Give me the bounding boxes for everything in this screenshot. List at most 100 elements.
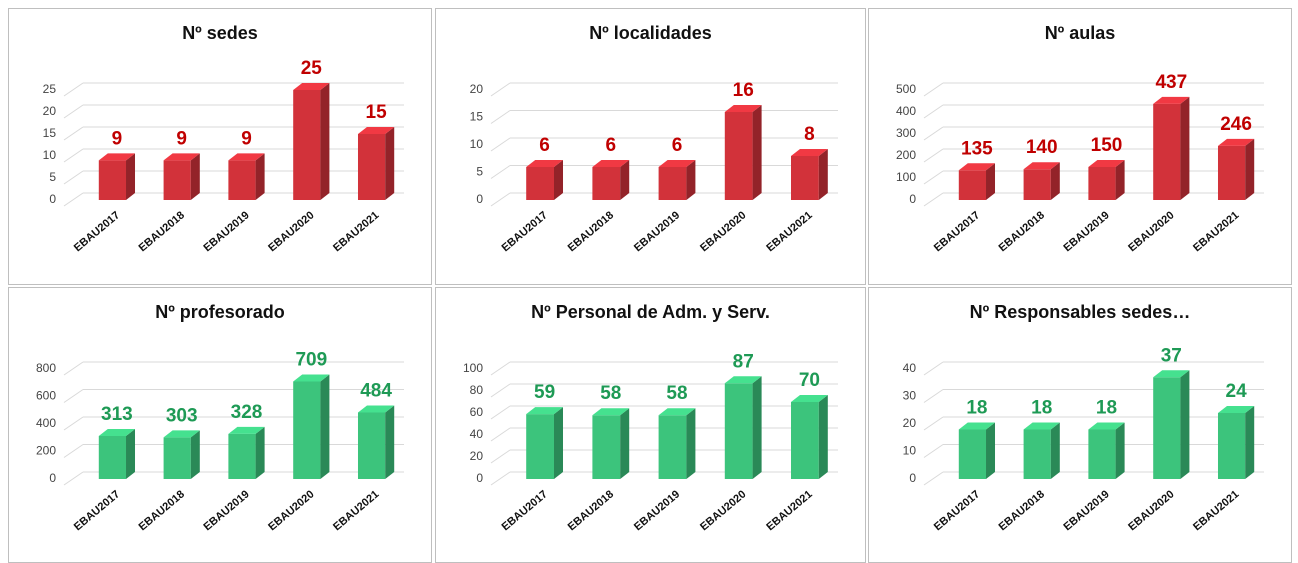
bar-front	[592, 167, 621, 200]
bar-top	[1088, 422, 1125, 430]
value-label: 18	[1031, 398, 1052, 419]
bar-side	[752, 376, 762, 479]
bar-side	[255, 426, 265, 479]
value-label: 709	[295, 350, 327, 371]
bar	[658, 160, 696, 200]
value-label: 246	[1220, 114, 1252, 135]
x-tick-label: EBAU2017	[500, 488, 550, 533]
chart: Nº sedes 0 5 10 15 20 25 9 EBAU2017 9 EBAU2018 9 EBA…	[8, 8, 432, 285]
grid-line	[63, 82, 84, 97]
bar-side	[1180, 370, 1190, 479]
value-label: 484	[360, 380, 392, 401]
grid-line	[923, 104, 944, 119]
bar	[790, 395, 828, 479]
bar-front	[357, 134, 386, 200]
y-tick-label: 400	[896, 104, 916, 118]
bar-top	[1153, 96, 1190, 104]
bar-side	[320, 83, 330, 200]
bar-top	[790, 149, 828, 156]
bar-side	[986, 163, 996, 200]
bar-front	[98, 160, 127, 200]
bar-top	[98, 428, 136, 436]
value-label: 24	[1226, 381, 1248, 402]
bar-side	[1245, 138, 1255, 200]
bar-side	[1115, 160, 1125, 200]
bar-top	[228, 426, 265, 434]
value-label: 8	[804, 124, 815, 145]
bar-front	[228, 160, 256, 200]
bar-front	[526, 167, 555, 200]
bar	[724, 376, 762, 479]
panel-border	[868, 8, 1292, 285]
grid-line	[923, 126, 944, 141]
bar-side	[385, 405, 395, 479]
bar	[357, 127, 395, 200]
bar-front	[163, 160, 191, 200]
bar-front	[724, 383, 753, 479]
x-tick-label: EBAU2021	[1191, 209, 1241, 254]
bar-top	[1023, 422, 1060, 430]
value-label: 328	[231, 402, 263, 423]
bar-top	[163, 153, 200, 161]
grid-line	[490, 383, 511, 398]
grid-line	[490, 361, 511, 376]
x-tick-label: EBAU2019	[1061, 209, 1111, 254]
grid-line	[923, 148, 944, 163]
x-tick-label: EBAU2017	[72, 488, 122, 533]
grid-line	[923, 82, 944, 97]
chart-title: Nº Personal de Adm. y Serv.	[531, 302, 770, 322]
value-label: 58	[666, 383, 687, 404]
bar-side	[1050, 162, 1060, 200]
bar-top	[526, 407, 564, 415]
bar	[98, 153, 136, 200]
y-tick-label: 800	[36, 361, 56, 375]
x-tick-label: EBAU2021	[764, 209, 814, 254]
y-tick-label: 0	[476, 192, 483, 206]
grid-line	[923, 170, 944, 185]
grid-line	[63, 389, 84, 403]
x-tick-label: EBAU2020	[698, 488, 748, 533]
bar-front	[790, 402, 819, 479]
bar	[1023, 162, 1060, 200]
bar-top	[790, 395, 828, 402]
x-tick-label: EBAU2017	[500, 209, 550, 254]
value-label: 6	[672, 135, 683, 156]
grid-line	[490, 427, 511, 442]
x-tick-label: EBAU2018	[137, 209, 187, 254]
bar	[724, 105, 762, 200]
bar-top	[592, 160, 630, 167]
bar-front	[658, 167, 687, 200]
bar-top	[1153, 370, 1190, 378]
x-tick-label: EBAU2020	[698, 209, 748, 254]
value-label: 25	[301, 58, 323, 79]
value-label: 303	[166, 405, 198, 426]
bar-front	[228, 433, 256, 479]
bar	[293, 374, 330, 479]
bar	[526, 407, 564, 479]
bar	[592, 408, 630, 479]
bar	[293, 83, 330, 200]
bar-side	[620, 408, 630, 479]
value-label: 87	[733, 351, 754, 372]
grid-line	[63, 416, 84, 431]
value-label: 135	[961, 138, 993, 159]
grid-line	[490, 192, 511, 207]
grid-line	[490, 137, 511, 152]
bar	[1153, 370, 1190, 479]
bar-front	[526, 414, 555, 479]
grid-line	[490, 471, 511, 486]
bar	[958, 163, 996, 200]
y-tick-label: 400	[36, 416, 56, 430]
grid-line	[923, 192, 944, 207]
bar-top	[592, 408, 630, 416]
y-tick-label: 40	[470, 427, 484, 441]
grid-line	[63, 361, 84, 376]
y-tick-label: 10	[43, 148, 57, 162]
value-label: 140	[1026, 137, 1058, 158]
chart-title: Nº sedes	[182, 23, 258, 43]
y-tick-label: 500	[896, 82, 916, 96]
bar-top	[293, 83, 330, 90]
bar	[1088, 422, 1125, 479]
x-tick-label: EBAU2021	[331, 488, 381, 533]
value-label: 37	[1161, 345, 1182, 366]
